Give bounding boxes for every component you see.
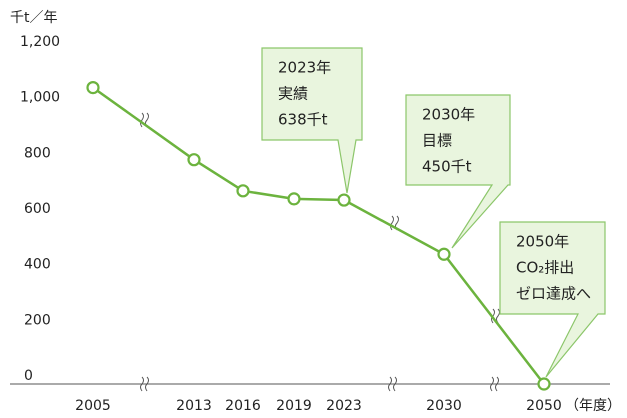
y-tick-label: 200 [24, 312, 51, 328]
x-axis-label: （年度） [565, 398, 621, 414]
data-point [86, 80, 100, 95]
x-tick-label: 2019 [276, 398, 312, 414]
x-tick-label: 2016 [225, 398, 261, 414]
callout-text: 638千t [278, 111, 328, 129]
data-point [537, 377, 551, 391]
y-tick-label: 1,000 [20, 90, 60, 106]
x-tick-label: 2030 [426, 398, 462, 414]
callout-text: 2030年 [422, 106, 475, 124]
callout-box [261, 47, 363, 194]
y-tick-label: 600 [24, 201, 51, 217]
callout-text: 2023年 [278, 59, 331, 77]
y-unit: 千t／年 [10, 10, 58, 26]
callout-box [405, 94, 511, 249]
y-tick-label: 400 [24, 257, 51, 273]
callout-text: ゼロ達成へ [516, 285, 591, 303]
data-point [187, 153, 201, 167]
data-point [287, 192, 301, 206]
axis-break [388, 376, 397, 392]
y-tick-label: 800 [24, 145, 51, 161]
y-tick-label: 0 [24, 368, 33, 384]
axis-break [490, 376, 499, 392]
callout-text: 2050年 [516, 233, 569, 251]
x-tick-label: 2013 [176, 398, 212, 414]
data-point [236, 184, 250, 198]
callout-text: 450千t [422, 158, 472, 176]
callout-text: 目標 [422, 132, 452, 150]
data-point [337, 193, 351, 207]
callout-text: 実績 [278, 85, 308, 103]
x-tick-label: 2023 [326, 398, 362, 414]
x-tick-label: 2050 [526, 398, 562, 414]
data-point [437, 247, 451, 261]
y-tick-label: 1,200 [20, 34, 60, 50]
callout-box [499, 221, 606, 378]
callout-text: CO₂排出 [516, 259, 574, 277]
axis-break [140, 376, 149, 392]
x-tick-label: 2005 [75, 398, 111, 414]
